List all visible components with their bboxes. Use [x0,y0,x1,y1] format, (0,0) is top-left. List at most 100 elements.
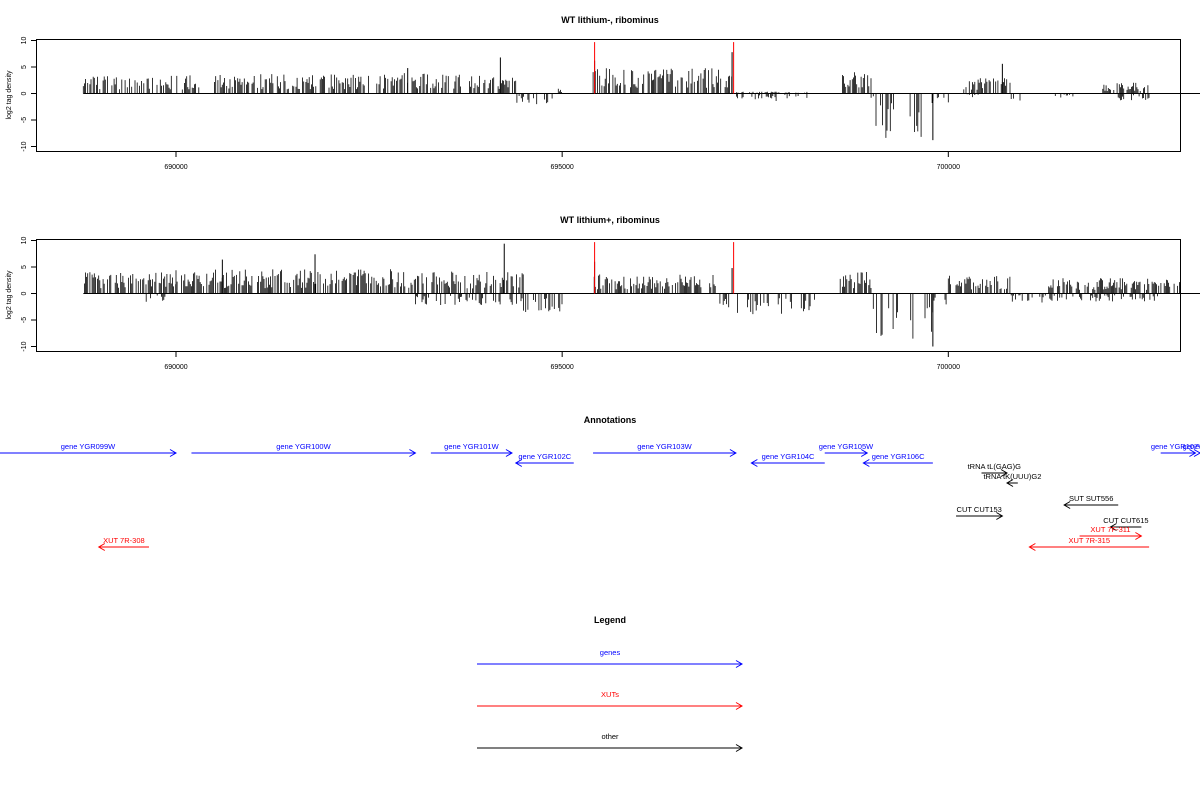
feature-arrowhead [169,449,178,457]
feature-arrowhead [1109,523,1117,531]
feature-arrowhead [505,449,513,457]
feature-label: CUT CUT615 [1103,516,1148,525]
y-tick-label: 0 [21,91,28,95]
y-axis-ticks: 10 5 0 -5 -10 [21,37,37,152]
legend-label: XUTs [601,690,619,699]
feature-arrowhead [862,459,870,467]
feature-arrowhead [1028,543,1036,551]
y-axis-ticks: 10 5 0 -5 -10 [21,237,37,352]
feature-arrowhead [97,543,106,551]
legend-title: Legend [594,615,626,625]
feature-arrowhead [860,449,869,457]
plot-frame [36,39,1181,152]
annotation-feature: gene YGR [1183,442,1200,457]
y-tick-label: 5 [21,265,28,269]
feature-label: XUT 7R-315 [1068,536,1110,545]
annotations-title: Annotations [584,415,637,425]
x-tick-label: 700000 [937,164,960,171]
legend: Legend genes XUTs other [477,615,743,752]
legend-item: other [477,732,743,752]
feature-label: gene YGR106C [872,452,925,461]
feature-label: gene YGR [1183,442,1200,451]
annotation-feature: tRNA tL(GAG)G [968,462,1022,477]
annotation-feature: gene YGR101W [430,442,513,457]
feature-label: XUT 7F-311 [1090,525,1130,534]
legend-item: genes [477,648,743,668]
annotation-feature: XUT 7R-315 [1028,536,1150,551]
feature-arrowhead [1135,532,1143,540]
x-axis-ticks: 690000 695000 700000 [164,351,960,371]
feature-arrowhead [1006,479,1014,487]
feature-arrowhead [1063,501,1071,509]
y-axis-label: log2 tag density [6,270,13,320]
plot-frame [36,239,1181,352]
track-panel-lithium-plus: WT lithium+, ribominus log2 tag density … [6,215,1200,371]
feature-label: gene YGR107W [1151,442,1200,451]
feature-label: tRNA tK(UUU)G2 [983,472,1041,481]
signal-bar-path [84,269,1180,339]
y-tick-label: -10 [21,141,28,151]
legend-label: genes [600,648,621,657]
y-tick-label: 0 [21,291,28,295]
feature-label: gene YGR100W [276,442,331,451]
annotation-feature: gene YGR102C [514,452,574,467]
annotation-feature: gene YGR107W [1151,442,1200,457]
y-tick-label: 10 [21,237,28,245]
feature-label: XUT 7R-308 [103,536,145,545]
y-tick-label: -10 [21,341,28,351]
feature-label: tRNA tL(GAG)G [968,462,1022,471]
feature-arrowhead [409,449,417,457]
feature-arrowhead [1193,449,1200,457]
annotation-feature: CUT CUT615 [1103,516,1149,531]
feature-label: SUT SUT556 [1069,494,1113,503]
legend-arrowhead [735,660,743,668]
annotation-feature: XUT 7R-308 [97,536,149,551]
annotation-feature: gene YGR106C [862,452,933,467]
feature-arrowhead [1000,469,1009,477]
annotation-feature: CUT CUT153 [956,505,1004,520]
feature-label: gene YGR101W [444,442,499,451]
feature-label: gene YGR104C [762,452,815,461]
feature-arrowhead [750,459,758,467]
panel-title: WT lithium-, ribominus [561,15,659,25]
x-tick-label: 690000 [164,364,187,371]
annotation-feature: gene YGR103W [593,442,737,457]
feature-arrowhead [514,459,523,467]
annotation-feature: XUT 7F-311 [1079,525,1143,540]
annotation-feature: tRNA tK(UUU)G2 [983,472,1041,487]
y-tick-label: 10 [21,37,28,45]
feature-label: gene YGR099W [61,442,116,451]
feature-arrowhead [1189,449,1197,457]
feature-arrowhead [729,449,737,457]
x-tick-label: 695000 [550,364,573,371]
annotation-feature: gene YGR105W [819,442,874,457]
annotation-feature: gene YGR104C [750,452,825,467]
legend-arrowhead [735,702,743,710]
x-tick-label: 690000 [164,164,187,171]
x-axis-ticks: 690000 695000 700000 [164,151,960,171]
signal-bar-path [82,68,1150,138]
annotation-feature: gene YGR100W [191,442,417,457]
panel-title: WT lithium+, ribominus [560,215,660,225]
legend-item: XUTs [477,690,743,710]
signal-bars [82,42,1200,141]
feature-label: gene YGR103W [637,442,692,451]
annotation-feature: SUT SUT556 [1063,494,1119,509]
feature-arrowhead [996,512,1004,520]
legend-label: other [601,732,619,741]
feature-label: gene YGR105W [819,442,874,451]
signal-bars [83,242,1200,347]
annotation-feature: gene YGR099W [0,442,178,457]
y-axis-label: log2 tag density [6,70,13,120]
x-tick-label: 700000 [937,364,960,371]
track-panel-lithium-minus: WT lithium-, ribominus log2 tag density … [6,15,1200,171]
y-tick-label: -5 [21,117,28,123]
y-tick-label: -5 [21,317,28,323]
y-tick-label: 5 [21,65,28,69]
legend-arrowhead [735,744,743,752]
annotations-track: Annotations gene YGR099W gene YGR100W gene… [0,415,1200,551]
feature-label: CUT CUT153 [957,505,1002,514]
feature-label: gene YGR102C [518,452,571,461]
x-tick-label: 695000 [550,164,573,171]
